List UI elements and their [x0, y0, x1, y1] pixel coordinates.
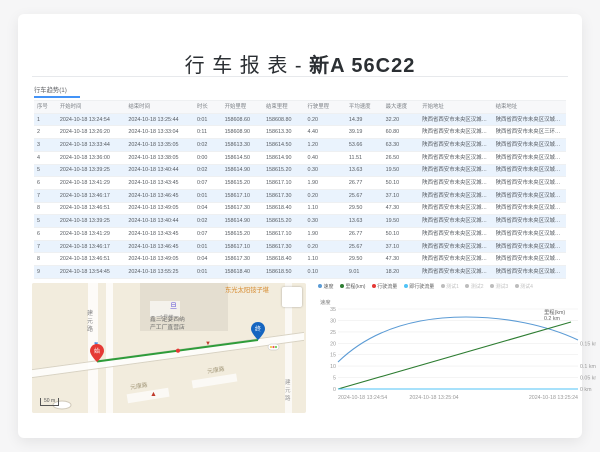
svg-text:25: 25 — [330, 330, 336, 336]
svg-text:速度: 速度 — [320, 298, 331, 306]
svg-text:15: 15 — [330, 353, 336, 359]
svg-text:5: 5 — [333, 376, 336, 382]
svg-text:始: 始 — [94, 347, 100, 355]
svg-text:0.15 km: 0.15 km — [580, 341, 596, 347]
svg-text:0.1 km: 0.1 km — [580, 364, 596, 370]
svg-text:10: 10 — [330, 364, 336, 370]
svg-text:2024-10-18 13:24:54: 2024-10-18 13:24:54 — [338, 395, 387, 401]
svg-text:里程(km): 里程(km) — [544, 308, 565, 316]
svg-text:0.2 km: 0.2 km — [544, 316, 560, 322]
svg-text:35: 35 — [330, 307, 336, 313]
svg-text:0.05 km: 0.05 km — [580, 376, 596, 382]
svg-text:30: 30 — [330, 318, 336, 324]
svg-text:2024-10-18 13:25:24: 2024-10-18 13:25:24 — [529, 395, 578, 401]
svg-text:2024-10-18 13:25:04: 2024-10-18 13:25:04 — [409, 395, 458, 401]
svg-text:0: 0 — [333, 387, 336, 393]
svg-text:0 km: 0 km — [580, 387, 592, 393]
svg-text:20: 20 — [330, 341, 336, 347]
svg-text:终: 终 — [255, 325, 261, 333]
